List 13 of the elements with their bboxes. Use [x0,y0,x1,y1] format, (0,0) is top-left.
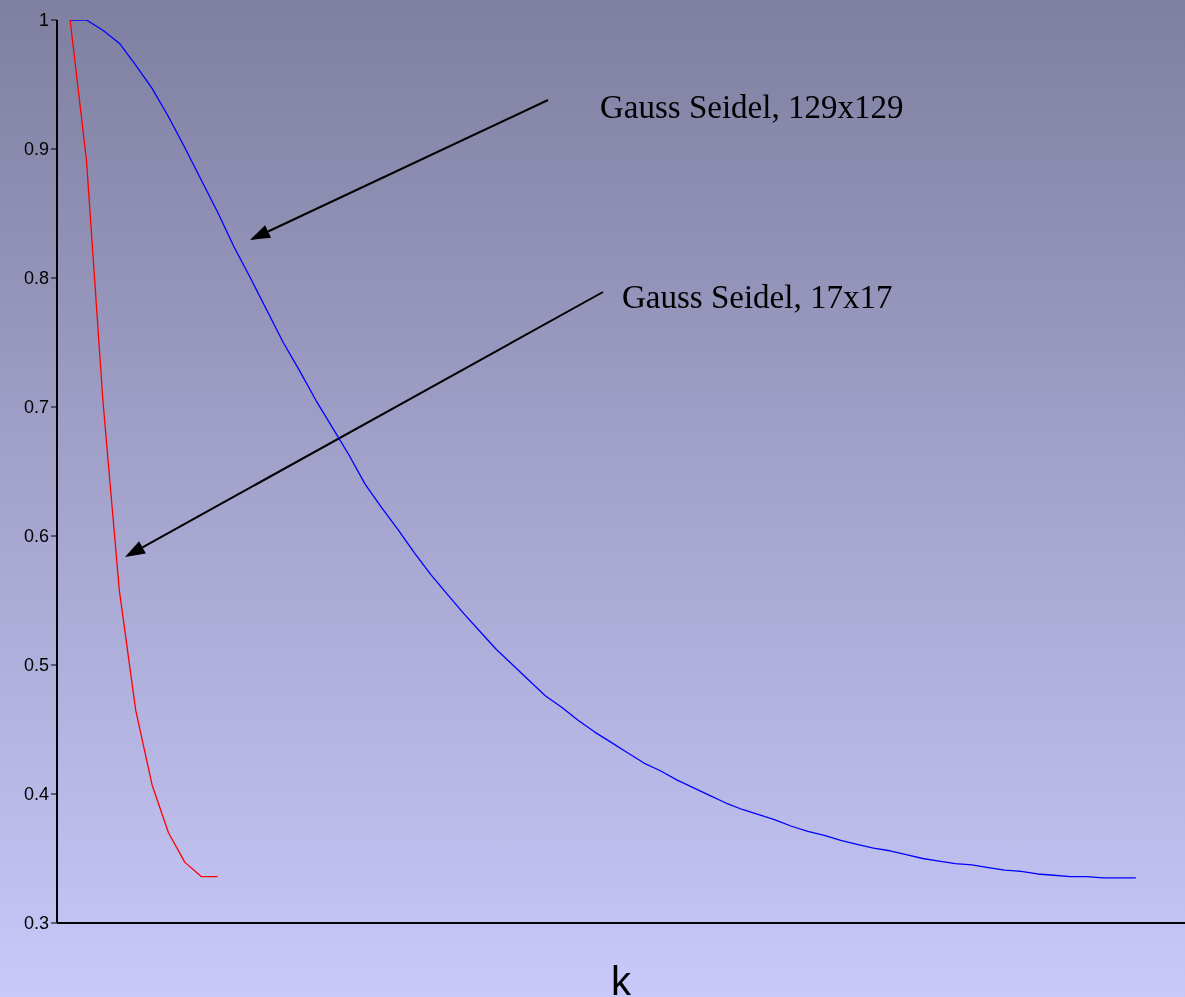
line-series [69,20,1137,879]
y-tick-label: 0.7 [23,397,49,418]
x-axis-title: k [611,959,632,997]
y-tick-label: 0.3 [23,913,49,934]
y-tick-label: 0.5 [23,655,49,676]
line-series [69,20,219,878]
y-tick-label: 0.8 [23,268,49,289]
y-tick-label: 0.9 [23,139,49,160]
y-tick-label: 0.4 [23,784,49,805]
annotation: Gauss Seidel, 129x129 [600,89,904,125]
annotation: Gauss Seidel, 17x17 [622,279,893,315]
y-tick-label: 0.6 [23,526,49,547]
y-tick-label: 1 [38,10,49,31]
